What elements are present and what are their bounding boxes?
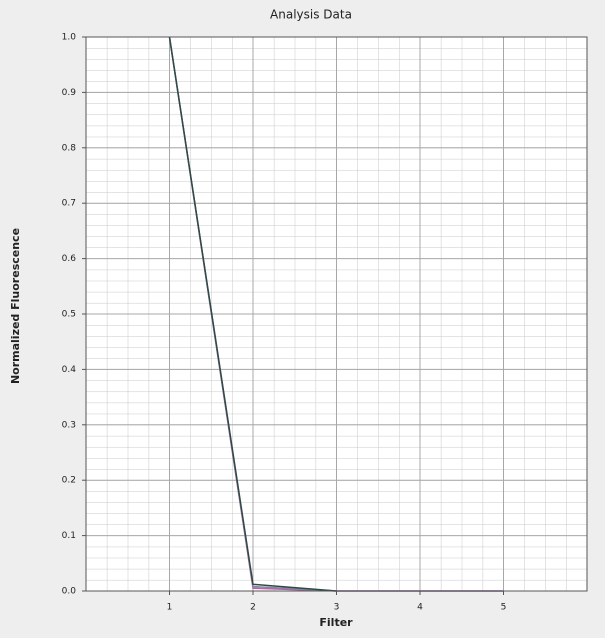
x-tick-label: 2 bbox=[250, 603, 256, 613]
grid bbox=[86, 36, 587, 592]
y-tick-label: 0.4 bbox=[62, 365, 77, 375]
y-tick-label: 0.1 bbox=[62, 531, 76, 541]
y-tick-label: 0.6 bbox=[62, 254, 77, 264]
y-tick-label: 0.3 bbox=[62, 420, 76, 430]
x-tick-label: 1 bbox=[167, 603, 173, 613]
y-tick-label: 1.0 bbox=[62, 33, 77, 43]
x-axis-label: Filter bbox=[319, 616, 353, 629]
ticks: 0.0 0.1 0.2 0.3 0.4 0.5 0.6 0.7 0.8 0.9 1.0 1 2 3 4 5 bbox=[62, 33, 507, 613]
x-tick-label: 5 bbox=[501, 603, 507, 613]
y-tick-label: 0.9 bbox=[62, 88, 77, 98]
x-tick-label: 4 bbox=[417, 603, 423, 613]
data-line bbox=[168, 36, 337, 592]
chart-title: Analysis Data bbox=[270, 8, 352, 22]
y-tick-label: 0.8 bbox=[62, 143, 77, 153]
y-tick-label: 0.0 bbox=[62, 587, 77, 597]
y-tick-label: 0.7 bbox=[62, 199, 76, 209]
y-axis-label: Normalized Fluorescence bbox=[9, 228, 22, 384]
y-tick-label: 0.2 bbox=[62, 476, 76, 486]
y-tick-label: 0.5 bbox=[62, 310, 76, 320]
x-tick-label: 3 bbox=[334, 603, 340, 613]
